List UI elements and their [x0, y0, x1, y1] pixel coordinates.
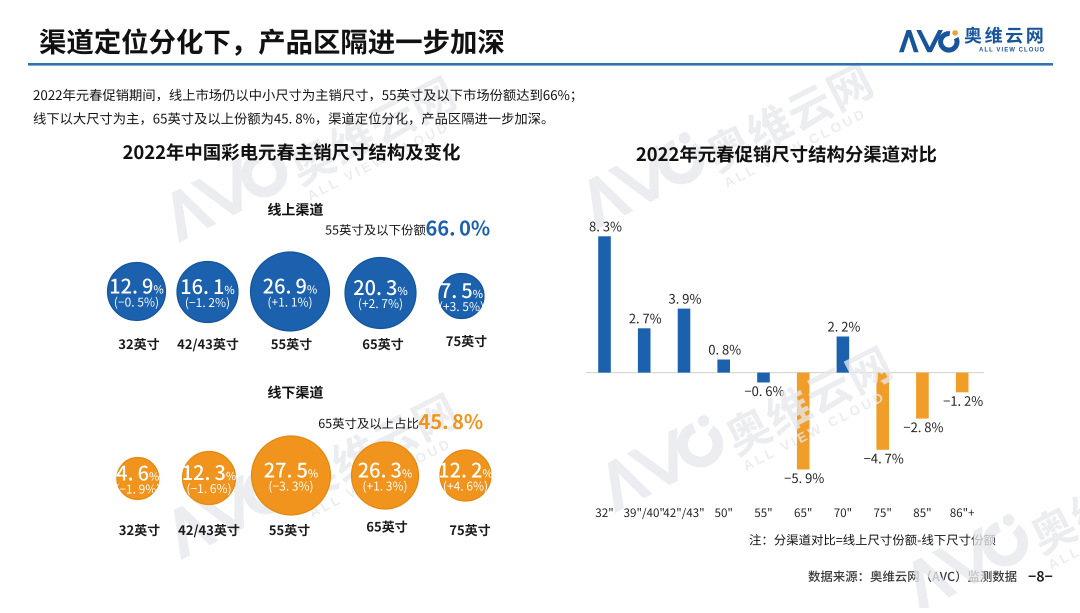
svg-text:ALL VIEW CLOUD: ALL VIEW CLOUD [979, 48, 1045, 54]
